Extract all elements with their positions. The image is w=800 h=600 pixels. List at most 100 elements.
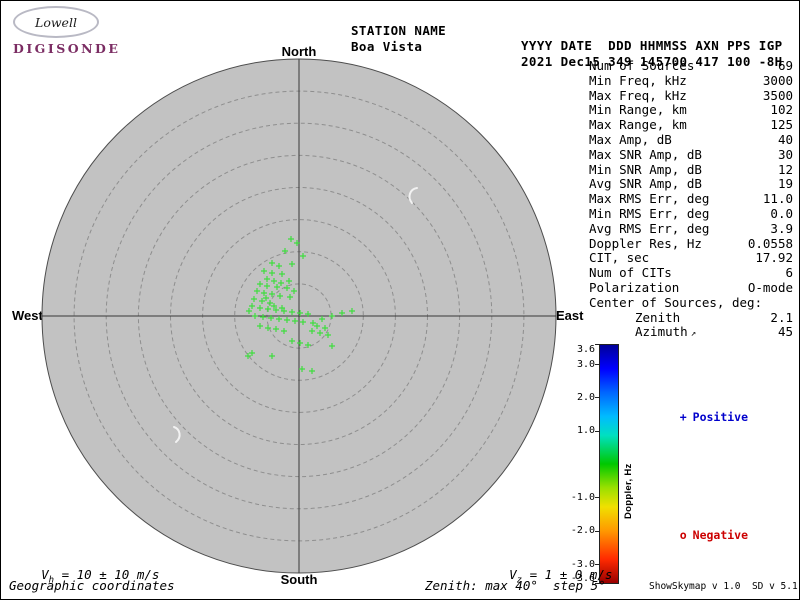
stats-row: Avg RMS Err, deg 3.9 [589,220,793,237]
colorbar-tick-mark [595,397,599,399]
source-marker [329,313,335,319]
source-marker [279,271,285,277]
stats-label: Avg RMS Err, deg [589,220,710,236]
header-fields-value: 2021 Dec15 349 145700 417 100 -8H [521,54,783,69]
source-marker [310,320,316,326]
source-marker [288,236,294,242]
source-marker [257,281,263,287]
stats-label: Min RMS Err, deg [589,205,710,221]
azimuth-direction-icon: ↗ [690,329,697,340]
circle-marker-icon: o [679,528,687,542]
stats-value: O-mode [747,279,793,295]
stats-value: 3000 [762,72,793,88]
source-marker [305,342,311,348]
stats-value: 40 [777,131,793,147]
logo-digisonde-text: DIGISONDE [13,41,121,56]
artifact-arc-2 [173,426,181,443]
colorbar-tick-label: 3.0 [576,358,595,370]
source-marker [284,285,290,291]
colorbar-tick-mark [595,497,599,499]
colorbar-tick-mark [595,564,599,565]
source-marker [269,260,275,266]
source-marker [249,303,255,309]
stats-value: 17.92 [755,250,793,266]
source-marker [269,291,275,297]
vertical-velocity-readout: Vz = 1 ± 0 m/s [479,552,613,599]
center-of-sources-header: Center of Sources, deg: [589,294,763,310]
stats-row: Polarization O-mode [589,279,793,296]
vz-subscript: z [516,575,523,586]
stats-value: 3.9 [770,220,793,236]
skymap-plot [41,58,557,574]
stats-value: 102 [770,102,793,118]
source-marker [325,332,331,338]
source-marker [289,261,295,267]
stats-row: Min RMS Err, deg 0.0 [589,205,793,222]
source-marker [309,328,315,334]
stats-row: Min Freq, kHz 3000 [589,72,793,89]
compass-west-label: West [12,308,43,323]
coordinates-note: Geographic coordinates [9,578,175,593]
source-points-layer [245,236,355,374]
stats-label: Avg SNR Amp, dB [589,176,702,192]
plus-marker-icon: + [679,410,687,424]
program-version-label: ShowSkymap v 1.0 SD v 5.1 [649,581,798,592]
stats-label: Azimuth ↗ [635,324,697,340]
stats-value: 0.0 [770,205,793,221]
stats-value: 0.0558 [747,235,793,251]
stats-label: Max Range, km [589,117,687,133]
source-marker [274,284,280,290]
source-marker [317,330,323,336]
source-marker [257,305,263,311]
source-marker [271,303,277,309]
source-marker [267,300,273,306]
stats-label: Min Range, km [589,102,687,118]
legend-positive-label: Positive [692,410,749,424]
source-marker [264,276,270,282]
doppler-axis-title: Doppler, Hz [623,463,634,519]
source-marker [263,295,269,301]
stats-row: Min Range, km 102 [589,103,793,118]
stats-row: Min SNR Amp, dB 12 [589,162,793,178]
source-marker [297,310,303,316]
stats-label: CIT, sec [589,250,650,266]
doppler-colorbar [599,344,619,584]
stats-label: Doppler Res, Hz [589,235,702,251]
source-marker [264,283,270,289]
colorbar-tick-label: -1.0 [570,491,595,503]
stats-center-row: Zenith 2.1 [589,310,793,326]
stats-value: 125 [770,117,793,133]
source-marker [305,311,311,317]
source-marker [269,353,275,359]
colorbar-tick-label: -3.0 [570,558,595,570]
center-of-sources-rows: Zenith 2.1 Azimuth ↗ 45 [589,310,793,341]
stats-rows: Num of Sources 69 Min Freq, kHz 3000 Max Fre… [589,58,793,296]
horizontal-velocity-readout: Vh = 10 ± 10 m/s [11,552,159,599]
source-marker [322,325,328,331]
lowell-logo-ellipse: Lowell [13,6,99,38]
source-marker [279,305,285,311]
colorbar-tick-mark [595,364,599,365]
source-marker [249,350,255,356]
source-marker [297,340,303,346]
source-marker [284,317,290,323]
source-marker [273,326,279,332]
vz-value: = 1 ± 0 m/s [522,567,613,582]
stats-label: Max SNR Amp, dB [589,146,702,162]
source-marker [282,248,288,254]
source-marker [259,298,265,304]
source-marker [289,309,295,315]
doppler-colorbar-tickmarks [595,344,599,584]
source-marker [260,314,266,320]
stats-row: Num of CITs 6 [589,265,793,281]
statistics-panel: Num of Sources 69 Min Freq, kHz 3000 Max Fre… [589,58,793,341]
source-marker [257,323,263,329]
colorbar-tick-label: 2.0 [576,391,595,403]
source-marker [268,315,274,321]
legend-negative: o Negative [652,514,748,556]
source-marker [265,306,271,312]
source-marker [291,288,297,294]
header-labels-row: STATION NAME YYYY DATE DDD HHMMSS AXN PP… [1,8,782,68]
stats-label: Max Amp, dB [589,131,672,147]
